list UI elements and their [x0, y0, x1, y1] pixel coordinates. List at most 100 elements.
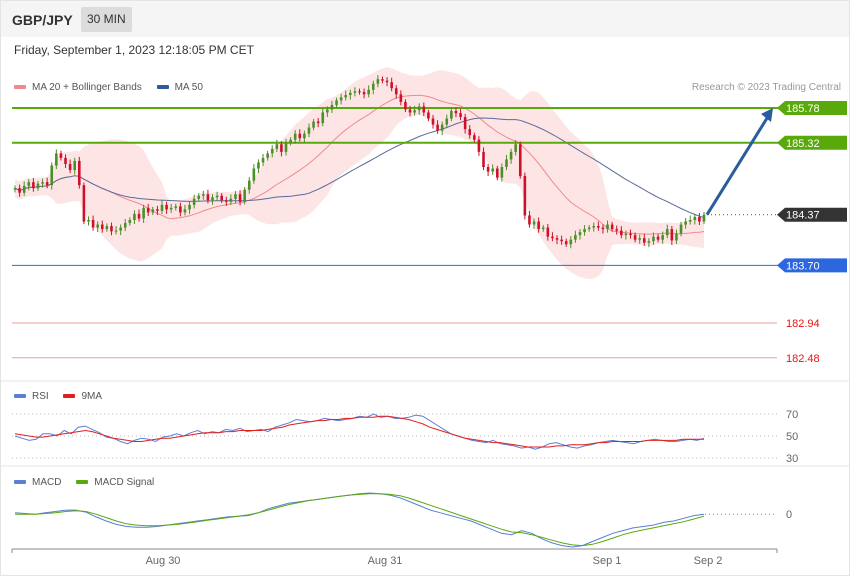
interval-button[interactable]: 30 MIN: [81, 7, 132, 32]
time-axis-label: Aug 30: [146, 555, 181, 567]
candle-body: [275, 144, 279, 149]
candle-body: [18, 188, 21, 193]
candle-body: [518, 144, 522, 177]
candle-body: [431, 118, 435, 125]
candle-body: [532, 221, 536, 225]
candle-body: [270, 148, 274, 154]
ma50-line: [14, 117, 705, 219]
candle-body: [468, 129, 472, 136]
candle-body: [165, 204, 168, 210]
candle-body: [123, 223, 127, 228]
legend-label-macd-signal: MACD Signal: [94, 477, 155, 488]
candle-body: [514, 144, 517, 152]
candle-body: [500, 167, 504, 178]
candle-body: [105, 226, 109, 230]
candle-body: [693, 216, 697, 220]
projection-arrow-head: [761, 107, 773, 122]
candle-body: [87, 220, 90, 222]
rsi-panel: 70 50 30: [12, 409, 798, 465]
candle-body: [413, 110, 416, 113]
candle-body: [390, 82, 393, 89]
candle-body: [266, 153, 269, 158]
candle-body: [96, 224, 99, 228]
macd-legend: MACD MACD Signal: [14, 477, 166, 489]
candle-body: [307, 127, 311, 134]
candle-body: [179, 206, 182, 213]
legend-label-ma50: MA 50: [174, 82, 203, 93]
level-label-182.48: 182.48: [786, 353, 820, 365]
candle-body: [427, 112, 430, 119]
datetime-label: Friday, September 1, 2023 12:18:05 PM CE…: [14, 43, 254, 57]
candle-body: [587, 227, 591, 230]
candles: [13, 75, 706, 249]
candle-body: [133, 213, 136, 220]
candle-body: [546, 227, 550, 237]
candle-body: [638, 238, 641, 240]
level-label-184.37: 184.37: [786, 210, 820, 222]
candle-body: [624, 233, 628, 236]
candle-body: [202, 194, 205, 196]
time-axis-label: Sep 2: [694, 555, 723, 567]
candle-body: [459, 113, 462, 118]
macd-line: [14, 492, 705, 548]
candle-body: [50, 165, 54, 186]
panel-separators: [1, 380, 849, 467]
candle-body: [151, 209, 155, 213]
time-axis-label: Aug 31: [368, 555, 403, 567]
bollinger-bands: [15, 67, 704, 280]
candle-body: [142, 207, 145, 219]
candle-body: [312, 121, 315, 128]
legend-label-rsi-ma: 9MA: [81, 391, 103, 402]
candle-body: [78, 160, 81, 186]
macd-panel: 0: [14, 492, 792, 548]
candle-body: [215, 195, 219, 198]
candle-body: [560, 239, 563, 242]
candle-body: [610, 224, 614, 230]
candle-body: [22, 185, 26, 193]
macd-tick-label: 0: [786, 509, 792, 521]
candle-body: [670, 229, 674, 241]
candle-body: [408, 109, 412, 113]
time-axis-label: Sep 1: [593, 555, 622, 567]
candle-body: [119, 227, 122, 231]
candle-body: [496, 168, 499, 178]
candle-body: [541, 227, 545, 230]
projection-arrow: [705, 107, 773, 216]
candle-body: [463, 117, 467, 130]
candle-body: [675, 233, 678, 241]
candle-body: [505, 159, 508, 167]
candle-body: [298, 133, 302, 139]
candle-body: [523, 176, 527, 216]
last-price-tag: [777, 207, 847, 222]
candle-body: [27, 182, 31, 186]
price-levels: 185.78 185.32 184.37 183.70 182.94 182.48: [12, 100, 847, 365]
candle-body: [321, 112, 325, 124]
candle-body: [615, 229, 619, 231]
candle-body: [404, 101, 407, 110]
candle-body: [183, 209, 187, 213]
candle-body: [417, 106, 421, 111]
level-label-183.70: 183.70: [786, 260, 820, 272]
candle-body: [578, 232, 582, 236]
legend-label-rsi: RSI: [32, 391, 49, 402]
candle-body: [371, 83, 375, 90]
legend-rsi-ma: 9MA: [63, 391, 102, 402]
candle-body: [486, 167, 490, 172]
candle-body: [362, 92, 366, 95]
legend-swatch-rsi-ma: [63, 394, 76, 399]
candle-body: [114, 230, 118, 232]
level-label-182.94: 182.94: [786, 318, 820, 330]
candle-body: [73, 160, 77, 171]
candle-body: [257, 162, 260, 169]
level-tag-183.70: [777, 258, 847, 273]
candle-body: [303, 133, 306, 139]
candle-body: [100, 224, 104, 230]
candle-body: [293, 133, 297, 140]
candle-body: [243, 189, 246, 202]
candle-body: [684, 221, 687, 225]
rsi-tick-label: 70: [786, 409, 798, 421]
rsi-tick-label: 50: [786, 431, 798, 443]
candle-body: [349, 92, 352, 96]
candle-body: [647, 241, 651, 243]
